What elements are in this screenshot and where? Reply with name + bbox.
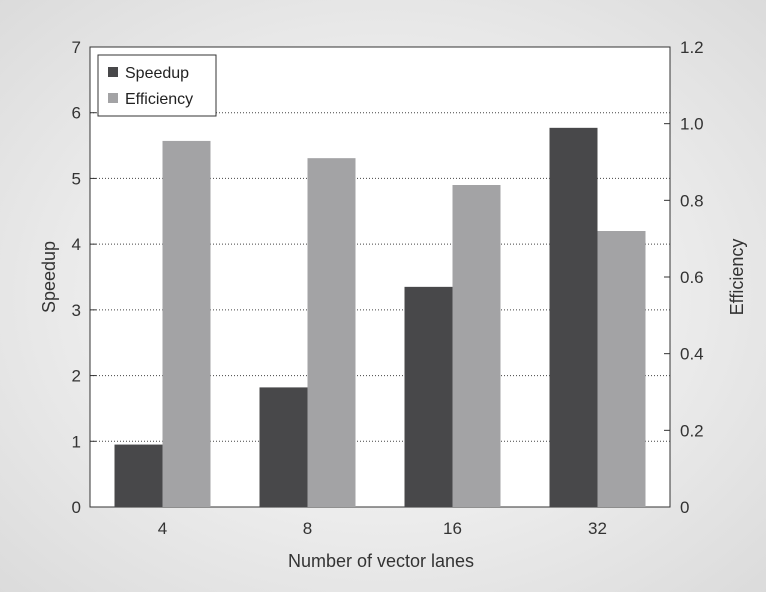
x-tick-label: 16	[443, 519, 462, 538]
y-tick-label: 7	[72, 38, 81, 57]
x-tick-label: 32	[588, 519, 607, 538]
legend-box	[97, 54, 217, 117]
y-axis-title: Speedup	[39, 241, 59, 313]
y2-tick-label: 0.6	[680, 268, 704, 287]
bars	[114, 127, 646, 507]
y2-axis-title: Efficiency	[727, 239, 747, 316]
y-tick-label: 2	[72, 367, 81, 386]
axes: 0 1 2 3 4 5 6 7 0 0.2 0.4 0.6 0.8 1.0 1.2 4 8 16 32	[72, 38, 704, 538]
bar-speedup-8	[259, 387, 308, 507]
y-tick-label: 5	[72, 169, 81, 188]
bar-speedup-16	[404, 286, 453, 507]
legend: Speedup Efficiency	[97, 54, 217, 117]
y2-tick-label: 0.4	[680, 345, 704, 364]
legend-label-efficiency: Efficiency	[125, 91, 193, 108]
bar-speedup-32	[549, 127, 598, 507]
bar-efficiency-8	[307, 158, 356, 507]
y-tick-label: 4	[72, 235, 81, 254]
x-tick-label: 8	[303, 519, 312, 538]
y-tick-label: 0	[72, 498, 81, 517]
x-axis-title: Number of vector lanes	[288, 551, 474, 571]
legend-swatch-efficiency	[108, 93, 118, 103]
x-tick-label: 4	[158, 519, 167, 538]
y2-tick-label: 0.8	[680, 191, 704, 210]
y2-tick-label: 1.2	[680, 38, 704, 57]
bar-speedup-4	[114, 444, 163, 507]
y-tick-label: 3	[72, 301, 81, 320]
bar-efficiency-16	[452, 185, 501, 507]
legend-swatch-speedup	[108, 67, 118, 77]
bar-efficiency-4	[162, 140, 211, 507]
y2-tick-label: 0.2	[680, 421, 704, 440]
y2-tick-label: 1.0	[680, 115, 704, 134]
y-tick-label: 1	[72, 432, 81, 451]
bar-efficiency-32	[597, 231, 646, 507]
y2-tick-label: 0	[680, 498, 689, 517]
legend-label-speedup: Speedup	[125, 65, 189, 82]
y-tick-label: 6	[72, 104, 81, 123]
